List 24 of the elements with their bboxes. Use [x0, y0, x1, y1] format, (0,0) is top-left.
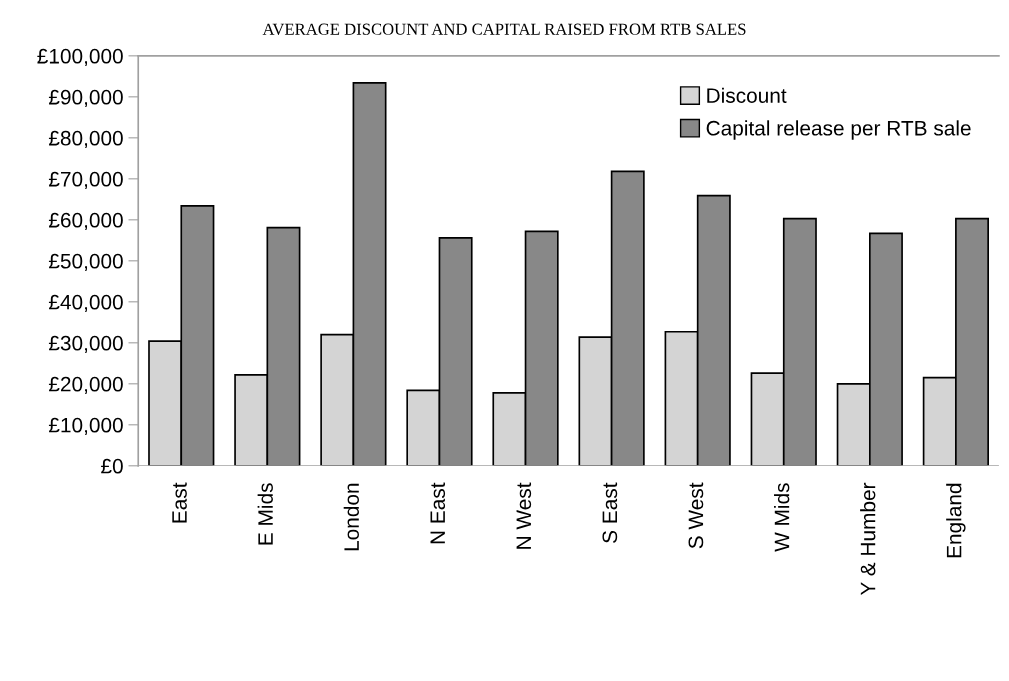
y-tick-label: £0 [101, 458, 123, 474]
x-tick-label: London [343, 483, 359, 551]
y-tick-label: £80,000 [48, 130, 123, 149]
x-tick-label: East [172, 482, 187, 523]
x-tick-label: N West [516, 482, 532, 549]
y-tick-label: £10,000 [48, 417, 123, 436]
y-tick-label: £20,000 [48, 376, 123, 395]
chart-title: AVERAGE DISCOUNT AND CAPITAL RAISED FROM RTB SALES [262, 23, 746, 35]
y-tick-label: £60,000 [48, 212, 123, 231]
x-tick-label: N East [430, 482, 446, 544]
x-tick-label: W Mids [774, 483, 790, 552]
y-tick-label: £50,000 [48, 253, 123, 272]
x-tick-label: S East [602, 482, 618, 543]
x-tick-label: Y & Humber [860, 482, 876, 596]
x-tick-label: England [946, 483, 966, 558]
y-tick-label: £100,000 [37, 48, 123, 67]
y-tick-label: £40,000 [48, 294, 123, 313]
y-tick-label: £90,000 [48, 89, 123, 108]
legend-label: Discount [707, 87, 787, 103]
legend-label: Capital release per RTB sale [706, 120, 971, 140]
y-tick-label: £30,000 [48, 335, 123, 354]
y-tick-label: £70,000 [48, 171, 123, 190]
x-tick-label: S West [688, 482, 704, 549]
x-tick-label: E Mids [257, 483, 273, 545]
